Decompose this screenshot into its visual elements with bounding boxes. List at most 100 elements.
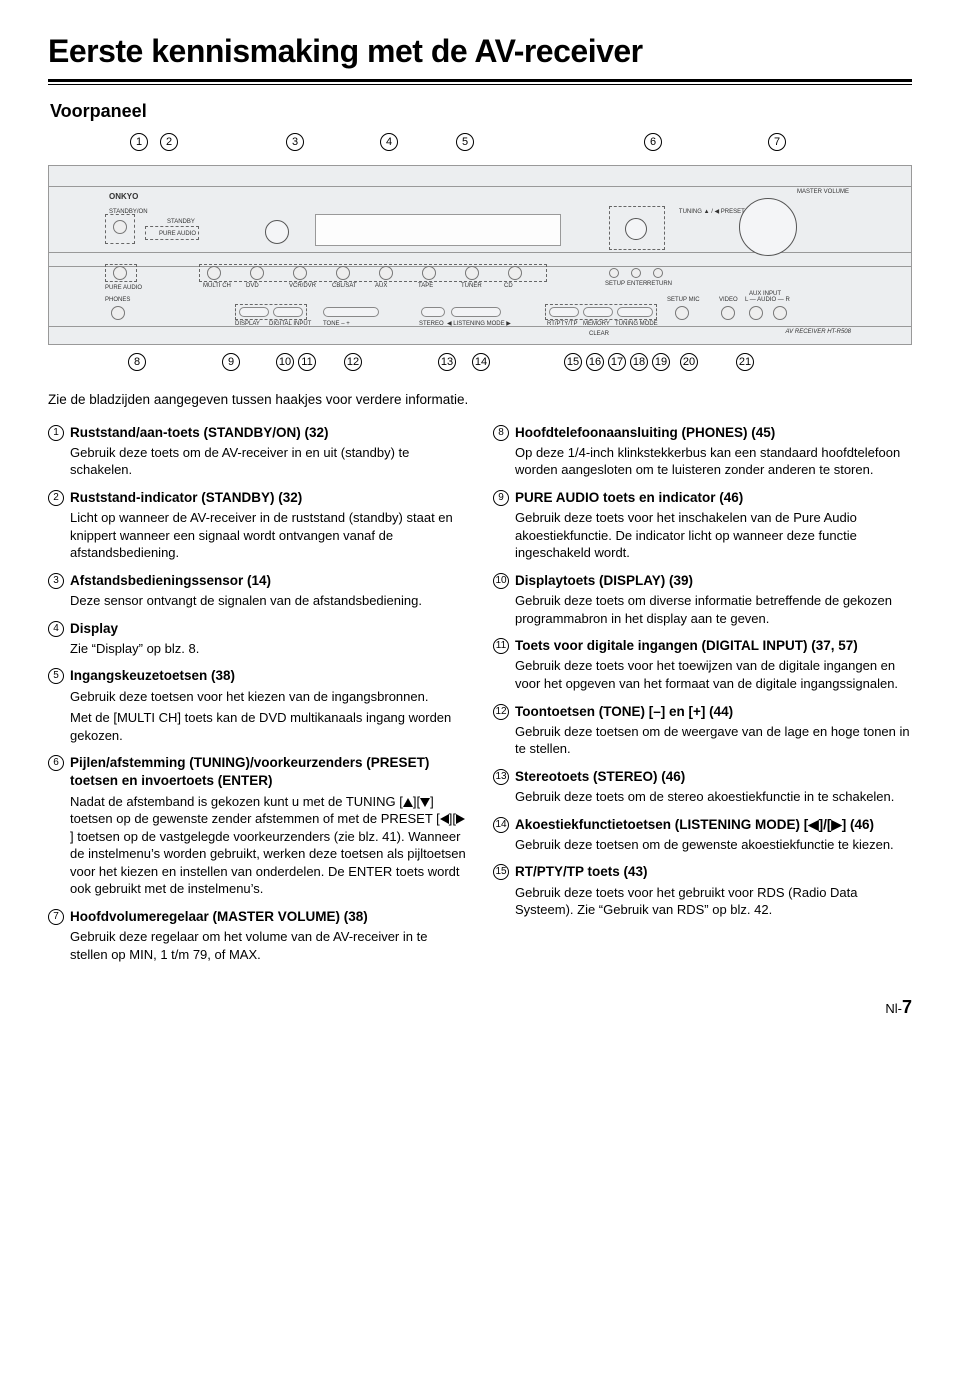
callout-6: 6 — [644, 133, 662, 151]
item-title: Akoestiekfunctietoetsen (LISTENING MODE)… — [515, 816, 874, 834]
model-label: AV RECEIVER HT-R508 — [786, 328, 851, 336]
item-2: 2Ruststand-indicator (STANDBY) (32)Licht… — [48, 489, 467, 562]
input-label-multi_ch: MULTI CH — [203, 282, 231, 290]
item-6: 6 Pijlen/afstemming (TUNING)/voorkeurzend… — [48, 754, 467, 898]
triangle-down-icon — [420, 798, 430, 807]
input-label-dvd: DVD — [246, 282, 259, 290]
item-1: 1 Ruststand/aan-toets (STANDBY/ON) (32) Ge… — [48, 424, 467, 479]
tone-pill — [323, 307, 379, 317]
item-number: 8 — [493, 425, 509, 441]
tuningmode-label: TUNING MODE — [615, 320, 658, 328]
item-body: Gebruik deze toets om de stereo akoestie… — [493, 788, 912, 806]
item-4: 4DisplayZie “Display” op blz. 8. — [48, 620, 467, 658]
callout-17: 17 — [608, 353, 626, 371]
item-paragraph: Deze sensor ontvangt de signalen van de … — [70, 592, 467, 610]
item-8: 8Hoofdtelefoonaansluiting (PHONES) (45)O… — [493, 424, 912, 479]
enter-btn — [631, 268, 641, 278]
item-body: Gebruik deze regelaar om het volume van … — [48, 928, 467, 963]
callout-11: 11 — [298, 353, 316, 371]
pure-audio-label: PURE AUDIO — [105, 284, 142, 292]
item-number: 14 — [493, 817, 509, 833]
input-label-vcr_dvr: VCR/DVR — [289, 282, 316, 290]
item-body: Licht op wanneer de AV-receiver in de ru… — [48, 509, 467, 562]
item-13: 13Stereotoets (STEREO) (46)Gebruik deze … — [493, 768, 912, 806]
front-panel-diagram: ONKYO MASTER VOLUME STANDBY/ON TUNING ▲ … — [48, 165, 912, 345]
item-paragraph: Op deze 1/4-inch klinkstekkerbus kan een… — [515, 444, 912, 479]
aux-r-jack — [773, 306, 787, 320]
item-title: Toets voor digitale ingangen (DIGITAL IN… — [515, 637, 858, 655]
item-title: PURE AUDIO toets en indicator (46) — [515, 489, 743, 507]
page-footer: Nl-7 — [48, 995, 912, 1019]
item-title: Afstandsbedieningssensor (14) — [70, 572, 271, 590]
return-label: RETURN — [647, 280, 672, 288]
item-body: Nadat de afstemband is gekozen kunt u me… — [48, 793, 467, 898]
item-number: 6 — [48, 755, 64, 771]
rule-thin — [48, 84, 912, 85]
callout-12: 12 — [344, 353, 362, 371]
input-label-cd: CD — [504, 282, 513, 290]
item-body: Gebruik deze toets voor het toewijzen va… — [493, 657, 912, 692]
item-11: 11Toets voor digitale ingangen (DIGITAL … — [493, 637, 912, 692]
item-12: 12Toontoetsen (TONE) [–] en [+] (44)Gebr… — [493, 703, 912, 758]
callout-14: 14 — [472, 353, 490, 371]
item-number: 3 — [48, 573, 64, 589]
callout-5: 5 — [456, 133, 474, 151]
brand-label: ONKYO — [109, 192, 138, 203]
footer-prefix: Nl- — [885, 1001, 902, 1016]
aux-l-jack — [749, 306, 763, 320]
item-7: 7 Hoofdvolumeregelaar (MASTER VOLUME) (38… — [48, 908, 467, 963]
item-body: Gebruik deze toets voor het gebruikt voo… — [493, 884, 912, 919]
item-paragraph: Gebruik deze toets om de stereo akoestie… — [515, 788, 912, 806]
callout-20: 20 — [680, 353, 698, 371]
master-volume-label: MASTER VOLUME — [797, 188, 849, 196]
item-title: Ruststand/aan-toets (STANDBY/ON) (32) — [70, 424, 329, 442]
callout-15: 15 — [564, 353, 582, 371]
item-title: Ingangskeuzetoetsen (38) — [70, 667, 235, 685]
callout-9: 9 — [222, 353, 240, 371]
intro-text: Zie de bladzijden aangegeven tussen haak… — [48, 391, 912, 409]
clear-label: CLEAR — [589, 330, 609, 338]
item-number: 12 — [493, 704, 509, 720]
item-body: Op deze 1/4-inch klinkstekkerbus kan een… — [493, 444, 912, 479]
callout-19: 19 — [652, 353, 670, 371]
item-body: Gebruik deze toetsen om de weergave van … — [493, 723, 912, 758]
callout-4: 4 — [380, 133, 398, 151]
item-paragraph: Gebruik deze toets voor het toewijzen va… — [515, 657, 912, 692]
item-body: Gebruik deze toets om de AV-receiver in … — [48, 444, 467, 479]
item-number: 15 — [493, 864, 509, 880]
stereo-pill — [421, 307, 445, 317]
item-body: Gebruik deze toetsen om de gewenste akoe… — [493, 836, 912, 854]
phones-label: PHONES — [105, 296, 130, 304]
item-paragraph: Gebruik deze toets om de AV-receiver in … — [70, 444, 467, 479]
triangle-left-icon — [440, 814, 449, 824]
item-title: Display — [70, 620, 118, 638]
item-title: RT/PTY/TP toets (43) — [515, 863, 648, 881]
callout-10: 10 — [276, 353, 294, 371]
item-10: 10Displaytoets (DISPLAY) (39)Gebruik dez… — [493, 572, 912, 627]
item-number: 9 — [493, 490, 509, 506]
item-3: 3 Afstandsbedieningssensor (14) Deze senso… — [48, 572, 467, 610]
ir-sensor — [265, 220, 289, 244]
item-paragraph: Met de [MULTI CH] toets kan de DVD multi… — [70, 709, 467, 744]
setup-mic-jack — [675, 306, 689, 320]
lm-pill — [451, 307, 501, 317]
item-number: 7 — [48, 909, 64, 925]
callout-21: 21 — [736, 353, 754, 371]
item-number: 1 — [48, 425, 64, 441]
item-title: Hoofdvolumeregelaar (MASTER VOLUME) (38) — [70, 908, 368, 926]
item-title: Pijlen/afstemming (TUNING)/voorkeurzende… — [70, 754, 467, 790]
item-number: 13 — [493, 769, 509, 785]
standby-indicator-label: STANDBY — [167, 218, 195, 226]
item-paragraph: Gebruik deze toets voor het inschakelen … — [515, 509, 912, 562]
video-label: VIDEO — [719, 296, 738, 304]
item-5: 5Ingangskeuzetoetsen (38)Gebruik deze to… — [48, 667, 467, 744]
l-audio-r-label: L — AUDIO — R — [745, 296, 790, 304]
right-column: 8Hoofdtelefoonaansluiting (PHONES) (45)O… — [493, 424, 912, 974]
setup-label: SETUP — [605, 280, 625, 288]
tuningmode-pill — [617, 307, 653, 317]
item-paragraph: Nadat de afstemband is gekozen kunt u me… — [70, 793, 467, 898]
item-number: 2 — [48, 490, 64, 506]
aux-video-jack — [721, 306, 735, 320]
callouts-top: 1234567 — [48, 133, 912, 159]
item-9: 9 PURE AUDIO toets en indicator (46) Gebru… — [493, 489, 912, 562]
